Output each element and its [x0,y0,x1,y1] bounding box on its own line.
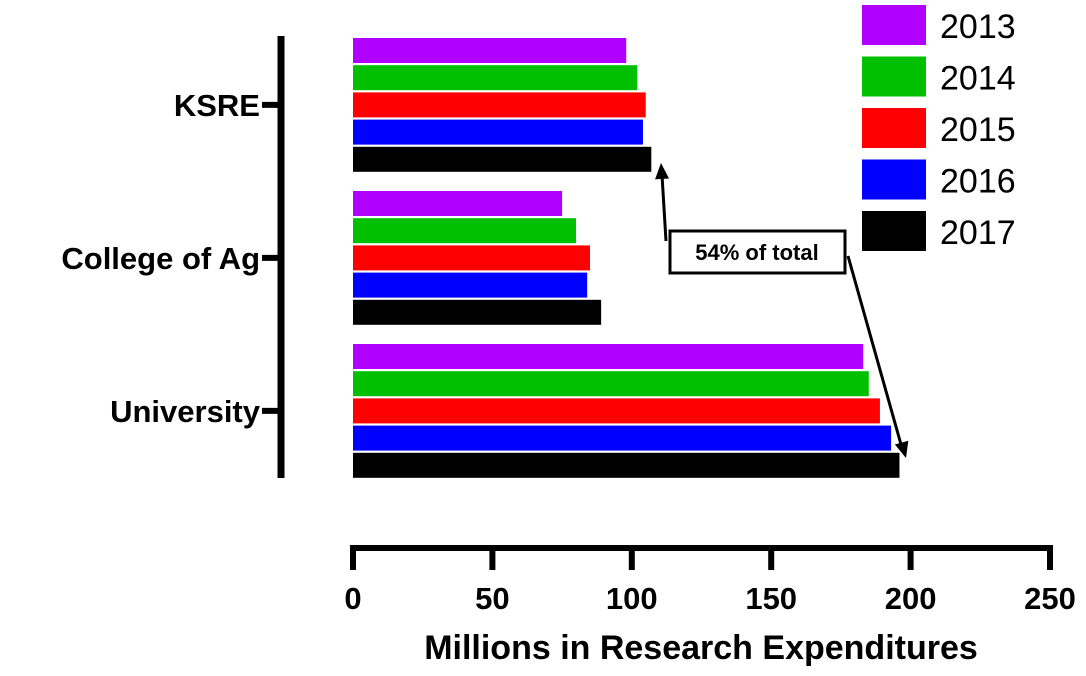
legend-swatch-2014 [862,56,926,97]
annotation-arrow-university [846,255,904,449]
bar-ksre-2015 [353,92,646,118]
legend-label-2013: 2013 [940,8,1016,46]
bar-college-of-ag-2014 [353,218,577,244]
value-tick-label: 100 [606,581,658,616]
bar-university-2013 [353,344,864,369]
legend-swatch-2017 [862,211,926,251]
bar-college-of-ag-2015 [353,245,590,271]
legend-swatch-2016 [862,159,926,200]
bar-university-2014 [353,371,869,397]
annotation-arrowhead-university [894,440,909,458]
legend-label-2015: 2015 [940,111,1016,149]
bar-college-of-ag-2017 [353,299,602,325]
value-tick-label: 50 [475,581,509,616]
value-tick-label: 250 [1024,581,1076,616]
annotation-arrowhead-ksre [655,163,670,180]
legend-label-2017: 2017 [940,214,1016,252]
bar-ksre-2016 [353,119,643,145]
category-label: University [110,394,261,429]
legend-label-2014: 2014 [940,60,1016,98]
value-tick-label: 200 [885,581,937,616]
bar-university-2016 [353,425,892,451]
value-tick-label: 0 [344,581,361,616]
category-label: KSRE [174,88,260,123]
bar-college-of-ag-2013 [353,191,563,216]
annotation-arrow-ksre [660,174,668,242]
bar-ksre-2017 [353,146,652,172]
legend-swatch-2015 [862,108,926,148]
x-axis-title: Millions in Research Expenditures [424,629,978,667]
annotation-box [668,229,847,275]
bar-university-2015 [353,398,880,424]
category-label: College of Ag [61,241,260,276]
bar-ksre-2014 [353,65,638,91]
annotation-text: 54% of total [695,240,818,265]
bar-university-2017 [353,452,900,478]
value-tick-label: 150 [745,581,797,616]
bar-ksre-2013 [353,38,627,63]
legend-label-2016: 2016 [940,163,1016,201]
bar-college-of-ag-2016 [353,272,588,298]
legend-swatch-2013 [862,5,926,45]
